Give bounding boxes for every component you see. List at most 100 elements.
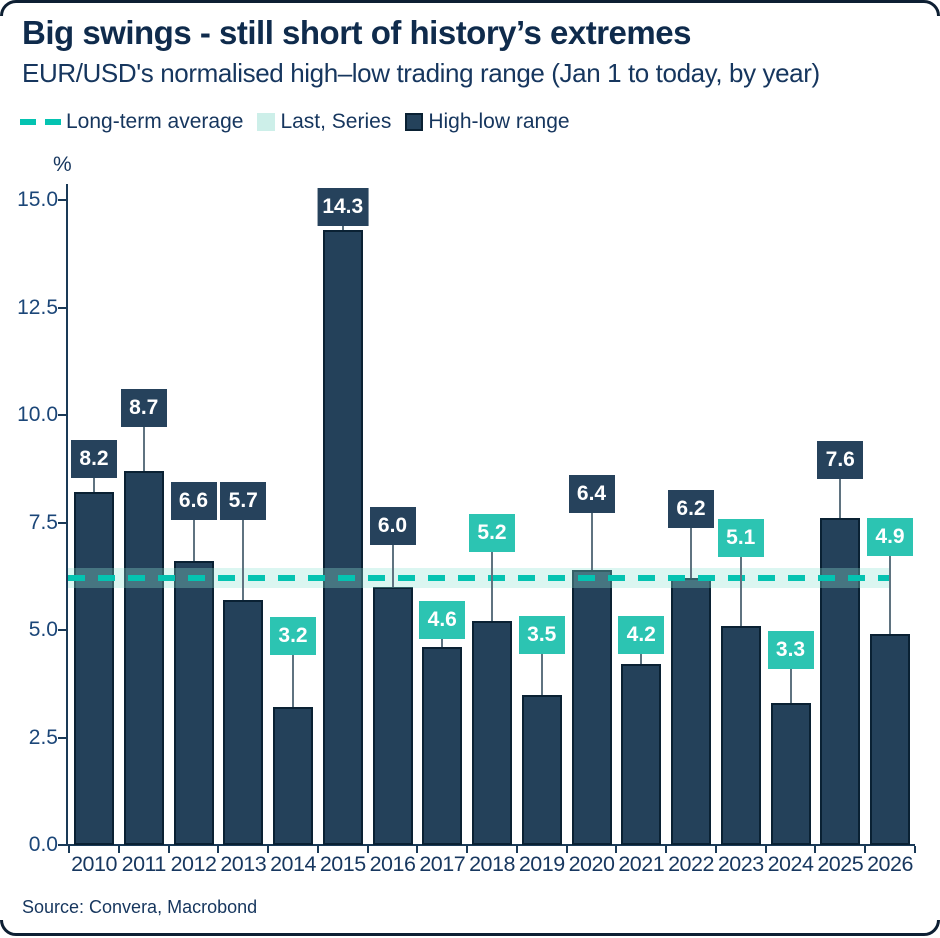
x-category-label: 2020	[568, 852, 615, 876]
y-tick-label: 7.5	[28, 510, 58, 534]
x-category-label: 2010	[71, 852, 117, 876]
x-axis-tick	[814, 846, 817, 853]
x-category-label: 2015	[319, 852, 366, 876]
value-label-connector	[839, 478, 842, 519]
x-category-label: 2011	[121, 852, 167, 876]
value-label-2016: 6.0	[369, 507, 416, 545]
y-axis-tick	[58, 629, 66, 631]
value-label-connector	[739, 556, 742, 626]
x-category-label: 2024	[767, 852, 814, 876]
bar-2014	[273, 707, 313, 845]
chart-subtitle: EUR/USD's normalised high–low trading ra…	[22, 58, 820, 88]
legend: Long-term average Last, Series High-low …	[20, 110, 584, 134]
value-label-connector	[242, 519, 245, 600]
x-axis-tick	[68, 846, 71, 853]
bar-2011	[123, 470, 164, 845]
y-axis-tick	[58, 736, 66, 739]
x-axis-tick	[267, 846, 270, 853]
bar-2010	[74, 492, 114, 845]
x-axis-tick	[714, 846, 717, 853]
x-axis-tick	[117, 846, 120, 853]
navy-swatch-icon	[405, 113, 424, 131]
value-label-connector	[142, 426, 145, 471]
pale-swatch-icon	[257, 113, 276, 131]
value-label-2010: 8.2	[71, 440, 117, 478]
value-label-2014: 3.2	[270, 617, 316, 655]
x-category-label: 2016	[369, 852, 416, 876]
x-category-label: 2021	[618, 852, 665, 876]
x-axis-line	[66, 844, 915, 846]
y-axis-tick	[58, 306, 66, 309]
value-label-2023: 5.1	[717, 519, 764, 557]
x-axis-tick	[665, 846, 668, 853]
bar-2018	[472, 621, 512, 845]
bar-2012	[173, 561, 214, 845]
y-axis-tick	[58, 199, 66, 201]
legend-label: Last, Series	[280, 110, 392, 133]
value-label-2022: 6.2	[668, 490, 714, 528]
legend-item-high-low-range: High-low range	[405, 110, 570, 134]
y-tick-label: 0.0	[28, 833, 58, 856]
value-label-connector	[889, 555, 891, 635]
bar-2026	[870, 634, 910, 845]
x-category-label: 2018	[469, 852, 515, 876]
y-axis-line	[66, 184, 68, 845]
x-axis-tick	[913, 846, 916, 853]
bar-2023	[720, 625, 761, 845]
value-label-connector	[93, 477, 95, 493]
x-axis-tick	[615, 846, 618, 853]
bar-2022	[671, 578, 711, 845]
y-axis-tick	[58, 414, 66, 416]
source-note: Source: Convera, Macrobond	[22, 897, 258, 917]
value-label-connector	[789, 668, 792, 704]
x-axis-tick	[416, 846, 419, 853]
y-tick-label: 10.0	[17, 403, 58, 426]
value-label-2020: 6.4	[568, 475, 615, 513]
y-axis-unit: %	[53, 153, 72, 176]
value-label-connector	[491, 551, 493, 622]
bar-2024	[770, 703, 811, 845]
x-axis-tick	[366, 846, 369, 853]
x-category-label: 2012	[170, 852, 217, 876]
bar-2021	[621, 664, 662, 845]
x-axis-tick	[316, 846, 319, 853]
legend-label: Long-term average	[66, 110, 244, 133]
x-category-label: 2013	[220, 852, 267, 876]
value-label-connector	[590, 512, 593, 570]
value-label-connector	[690, 527, 692, 579]
x-category-label: 2017	[419, 852, 466, 876]
value-label-connector	[292, 654, 294, 708]
x-axis-tick	[515, 846, 518, 853]
x-axis-tick	[217, 846, 220, 853]
value-label-connector	[192, 519, 195, 562]
value-label-2013: 5.7	[220, 482, 267, 520]
x-axis-tick	[466, 846, 469, 853]
y-axis-tick	[58, 521, 66, 524]
y-axis-tick	[58, 844, 66, 846]
y-tick-label: 12.5	[17, 295, 58, 319]
x-category-label: 2025	[817, 852, 864, 876]
dashed-line-icon	[20, 119, 61, 125]
value-label-connector	[640, 653, 643, 665]
bar-2017	[422, 647, 463, 845]
value-label-2025: 7.6	[817, 441, 864, 479]
legend-label: High-low range	[428, 110, 570, 133]
x-category-label: 2019	[518, 852, 565, 876]
legend-item-last-series: Last, Series	[257, 110, 391, 134]
value-label-2017: 4.6	[419, 601, 466, 639]
bar-2020	[571, 569, 612, 845]
chart-title: Big swings - still short of history’s ex…	[22, 14, 691, 51]
x-category-label: 2022	[668, 852, 714, 876]
y-tick-label: 2.5	[28, 725, 58, 749]
bar-2025	[820, 518, 861, 845]
value-label-connector	[341, 225, 344, 231]
bar-2019	[521, 694, 562, 845]
value-label-connector	[391, 544, 394, 587]
bar-2015	[322, 230, 363, 845]
value-label-connector	[540, 653, 543, 695]
value-label-2024: 3.3	[767, 631, 814, 669]
x-axis-tick	[864, 846, 867, 853]
y-tick-label: 5.0	[28, 618, 58, 641]
long-term-average-line	[68, 575, 890, 581]
value-label-2011: 8.7	[120, 389, 167, 427]
